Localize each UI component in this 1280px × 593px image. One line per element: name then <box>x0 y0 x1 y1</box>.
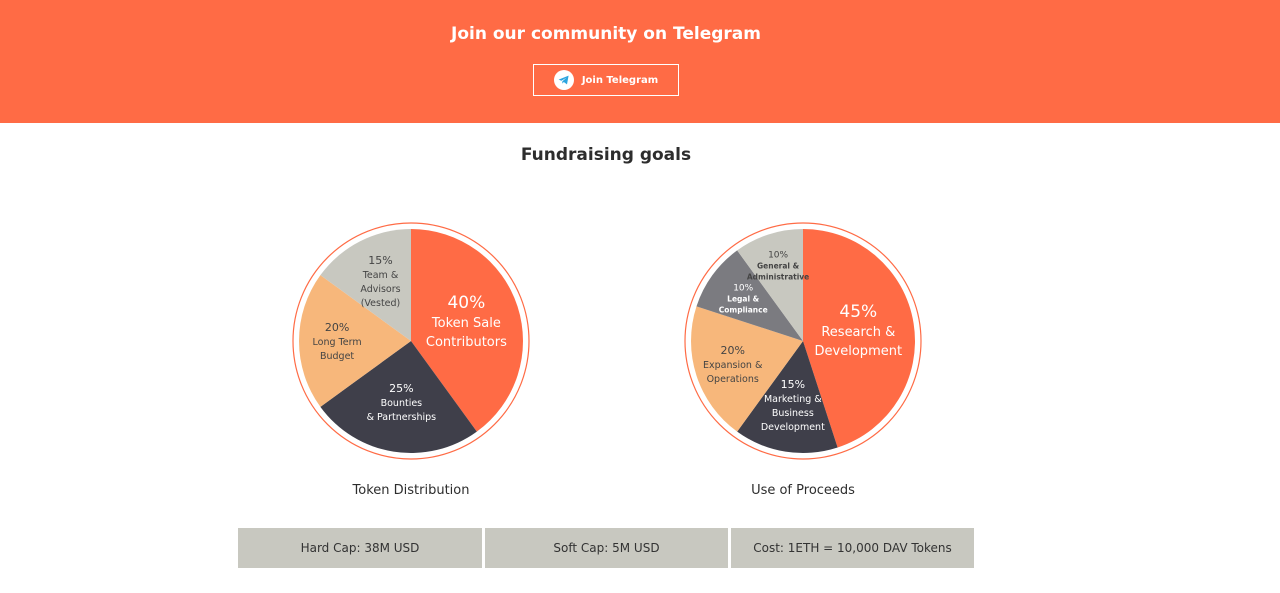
pie-slice <box>737 341 838 453</box>
join-telegram-button[interactable]: Join Telegram <box>533 64 679 96</box>
token-distribution-chart: 40% Token Sale Contributors 25% Bounties & Pa… <box>291 220 531 462</box>
use-of-proceeds-caption: Use of Proceeds <box>751 483 855 498</box>
token-distribution-pie: 40% Token Sale Contributors 25% Bounties & Pa… <box>292 222 530 460</box>
pie-outer-ring <box>292 222 530 460</box>
telegram-banner: Join our community on Telegram Join Tele… <box>0 0 1280 123</box>
pie-slice-label: 25% Bounties & Partnerships <box>367 382 437 423</box>
pie-slice-label: 20% Expansion & Operations <box>703 344 763 385</box>
fundraising-stats: Hard Cap: 38M USD Soft Cap: 5M USD Cost:… <box>238 528 974 568</box>
pie-slice <box>320 341 477 453</box>
pie-slice-label: 15% Marketing & Business Development <box>761 378 825 433</box>
cost-stat: Cost: 1ETH = 10,000 DAV Tokens <box>731 528 974 568</box>
pie-slice-label: 15% Team & Advisors (Vested) <box>360 254 400 309</box>
pie-slice <box>320 229 411 341</box>
pie-slice-label: 40% Token Sale Contributors <box>426 293 507 350</box>
pie-slice <box>803 229 915 448</box>
soft-cap-stat: Soft Cap: 5M USD <box>485 528 728 568</box>
use-of-proceeds-chart: 45% Research & Development 15% Marketing & Bu… <box>683 220 923 462</box>
token-distribution-caption: Token Distribution <box>352 483 470 498</box>
pie-slice <box>299 275 411 407</box>
telegram-icon <box>553 70 574 90</box>
pie-outer-ring <box>684 222 922 460</box>
pie-slice <box>691 306 803 432</box>
pie-slice <box>411 229 523 432</box>
use-of-proceeds-pie: 45% Research & Development 15% Marketing & Bu… <box>684 222 922 460</box>
pie-slice <box>737 229 803 341</box>
pie-slice-label: 20% Long Term Budget <box>313 321 362 362</box>
pie-slice-label: 10% General & Administrative <box>747 250 809 281</box>
pie-slice <box>696 250 803 341</box>
pie-slice-label: 45% Research & Development <box>815 302 903 359</box>
pie-slice-label: 10% Legal & Compliance <box>719 284 768 315</box>
banner-title: Join our community on Telegram <box>451 24 761 44</box>
section-title: Fundraising goals <box>520 145 692 165</box>
join-telegram-label: Join Telegram <box>581 74 659 86</box>
hard-cap-stat: Hard Cap: 38M USD <box>238 528 482 568</box>
